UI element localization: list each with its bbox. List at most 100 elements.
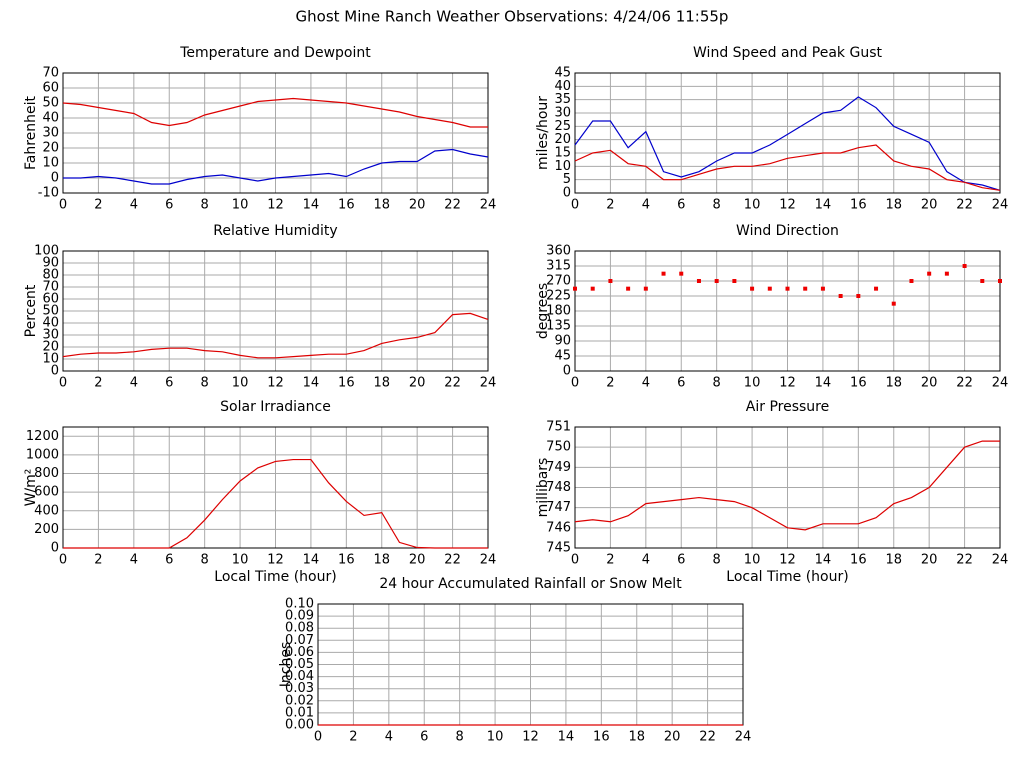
x-tick-label: 4 bbox=[642, 553, 650, 568]
y-tick-label: 315 bbox=[546, 259, 571, 274]
y-tick-label: 0 bbox=[563, 186, 571, 201]
x-tick-label: 14 bbox=[558, 730, 575, 745]
x-tick-label: 0 bbox=[571, 198, 579, 213]
x-tick-label: 4 bbox=[642, 376, 650, 391]
x-tick-label: 22 bbox=[444, 553, 461, 568]
x-tick-label: 8 bbox=[456, 730, 464, 745]
chart-title: 24 hour Accumulated Rainfall or Snow Mel… bbox=[379, 576, 682, 592]
x-tick-label: 20 bbox=[664, 730, 681, 745]
point bbox=[573, 286, 577, 291]
y-axis-label: millibars bbox=[535, 458, 551, 518]
y-tick-label: 0.09 bbox=[285, 609, 314, 624]
point bbox=[696, 279, 701, 283]
y-tick-label: 0 bbox=[51, 364, 59, 379]
point bbox=[643, 286, 648, 291]
point bbox=[927, 271, 932, 276]
x-tick-label: 12 bbox=[779, 376, 796, 391]
x-tick-label: 12 bbox=[267, 553, 284, 568]
point bbox=[732, 279, 737, 283]
x-tick-label: 14 bbox=[815, 198, 832, 213]
x-tick-label: 2 bbox=[349, 730, 357, 745]
y-axis-label: W/m² bbox=[23, 469, 39, 507]
series-line bbox=[62, 97, 488, 128]
x-tick-label: 8 bbox=[201, 198, 209, 213]
x-tick-label: 20 bbox=[921, 376, 938, 391]
y-tick-label: 90 bbox=[42, 256, 59, 271]
y-tick-label: 20 bbox=[554, 132, 571, 147]
y-tick-label: 0.04 bbox=[285, 669, 314, 684]
chart-title: Air Pressure bbox=[746, 399, 829, 415]
point bbox=[714, 279, 719, 283]
y-tick-label: 0 bbox=[51, 171, 59, 186]
x-tick-label: 16 bbox=[338, 553, 355, 568]
y-tick-label: 751 bbox=[546, 420, 571, 435]
x-tick-label: 8 bbox=[201, 376, 209, 391]
x-tick-label: 24 bbox=[992, 198, 1009, 213]
x-tick-label: 20 bbox=[409, 376, 426, 391]
point bbox=[909, 279, 914, 283]
y-tick-label: 0.03 bbox=[285, 681, 314, 696]
y-tick-label: 746 bbox=[546, 520, 571, 535]
chart-title: Wind Speed and Peak Gust bbox=[693, 45, 882, 61]
y-tick-label: 270 bbox=[546, 274, 571, 289]
x-tick-label: 6 bbox=[677, 376, 685, 391]
x-tick-label: 24 bbox=[480, 553, 497, 568]
x-tick-label: 6 bbox=[677, 198, 685, 213]
y-tick-label: 10 bbox=[42, 156, 59, 171]
y-tick-label: 200 bbox=[34, 522, 59, 537]
point bbox=[750, 286, 755, 291]
x-tick-label: 8 bbox=[713, 376, 721, 391]
y-tick-label: 1200 bbox=[26, 429, 59, 444]
y-tick-label: 30 bbox=[42, 328, 59, 343]
x-tick-label: 12 bbox=[779, 198, 796, 213]
point bbox=[874, 286, 879, 291]
point bbox=[679, 271, 684, 276]
y-tick-label: 0.05 bbox=[285, 657, 314, 672]
series-line bbox=[63, 148, 489, 185]
point bbox=[608, 279, 613, 283]
x-tick-label: 0 bbox=[59, 376, 67, 391]
y-tick-label: 20 bbox=[42, 141, 59, 156]
y-tick-label: 0.10 bbox=[285, 597, 314, 612]
x-tick-label: 22 bbox=[444, 376, 461, 391]
y-axis-label: miles/hour bbox=[535, 96, 551, 170]
x-tick-label: 4 bbox=[130, 376, 138, 391]
y-tick-label: 70 bbox=[42, 280, 59, 295]
x-tick-label: 2 bbox=[606, 198, 614, 213]
x-tick-label: 2 bbox=[94, 553, 102, 568]
point bbox=[891, 301, 896, 306]
series-line bbox=[574, 440, 1000, 531]
y-tick-label: 20 bbox=[42, 340, 59, 355]
y-tick-label: 25 bbox=[554, 119, 571, 134]
x-tick-label: 24 bbox=[480, 198, 497, 213]
x-tick-label: 2 bbox=[94, 198, 102, 213]
y-tick-label: 0 bbox=[563, 364, 571, 379]
x-tick-label: 0 bbox=[571, 376, 579, 391]
x-tick-label: 10 bbox=[744, 198, 761, 213]
x-tick-label: 16 bbox=[850, 198, 867, 213]
x-tick-label: 2 bbox=[606, 553, 614, 568]
y-tick-label: 750 bbox=[546, 440, 571, 455]
x-tick-label: 12 bbox=[267, 376, 284, 391]
x-tick-label: 0 bbox=[59, 198, 67, 213]
x-tick-label: 20 bbox=[409, 553, 426, 568]
x-tick-label: 10 bbox=[232, 198, 249, 213]
point bbox=[856, 294, 861, 298]
y-tick-label: 40 bbox=[42, 316, 59, 331]
x-axis-label: Local Time (hour) bbox=[214, 569, 336, 585]
x-tick-label: 24 bbox=[992, 376, 1009, 391]
x-tick-label: 22 bbox=[956, 376, 973, 391]
x-tick-label: 6 bbox=[677, 553, 685, 568]
y-tick-label: 0.07 bbox=[285, 633, 314, 648]
x-tick-label: 6 bbox=[420, 730, 428, 745]
x-tick-label: 4 bbox=[130, 198, 138, 213]
x-tick-label: 18 bbox=[628, 730, 645, 745]
y-tick-label: 600 bbox=[34, 485, 59, 500]
point bbox=[661, 271, 666, 276]
y-tick-label: 225 bbox=[546, 289, 571, 304]
y-tick-label: 745 bbox=[546, 541, 571, 556]
y-tick-label: 5 bbox=[563, 172, 571, 187]
y-tick-label: 50 bbox=[42, 96, 59, 111]
y-tick-label: 80 bbox=[42, 268, 59, 283]
plot-frame bbox=[62, 72, 489, 194]
